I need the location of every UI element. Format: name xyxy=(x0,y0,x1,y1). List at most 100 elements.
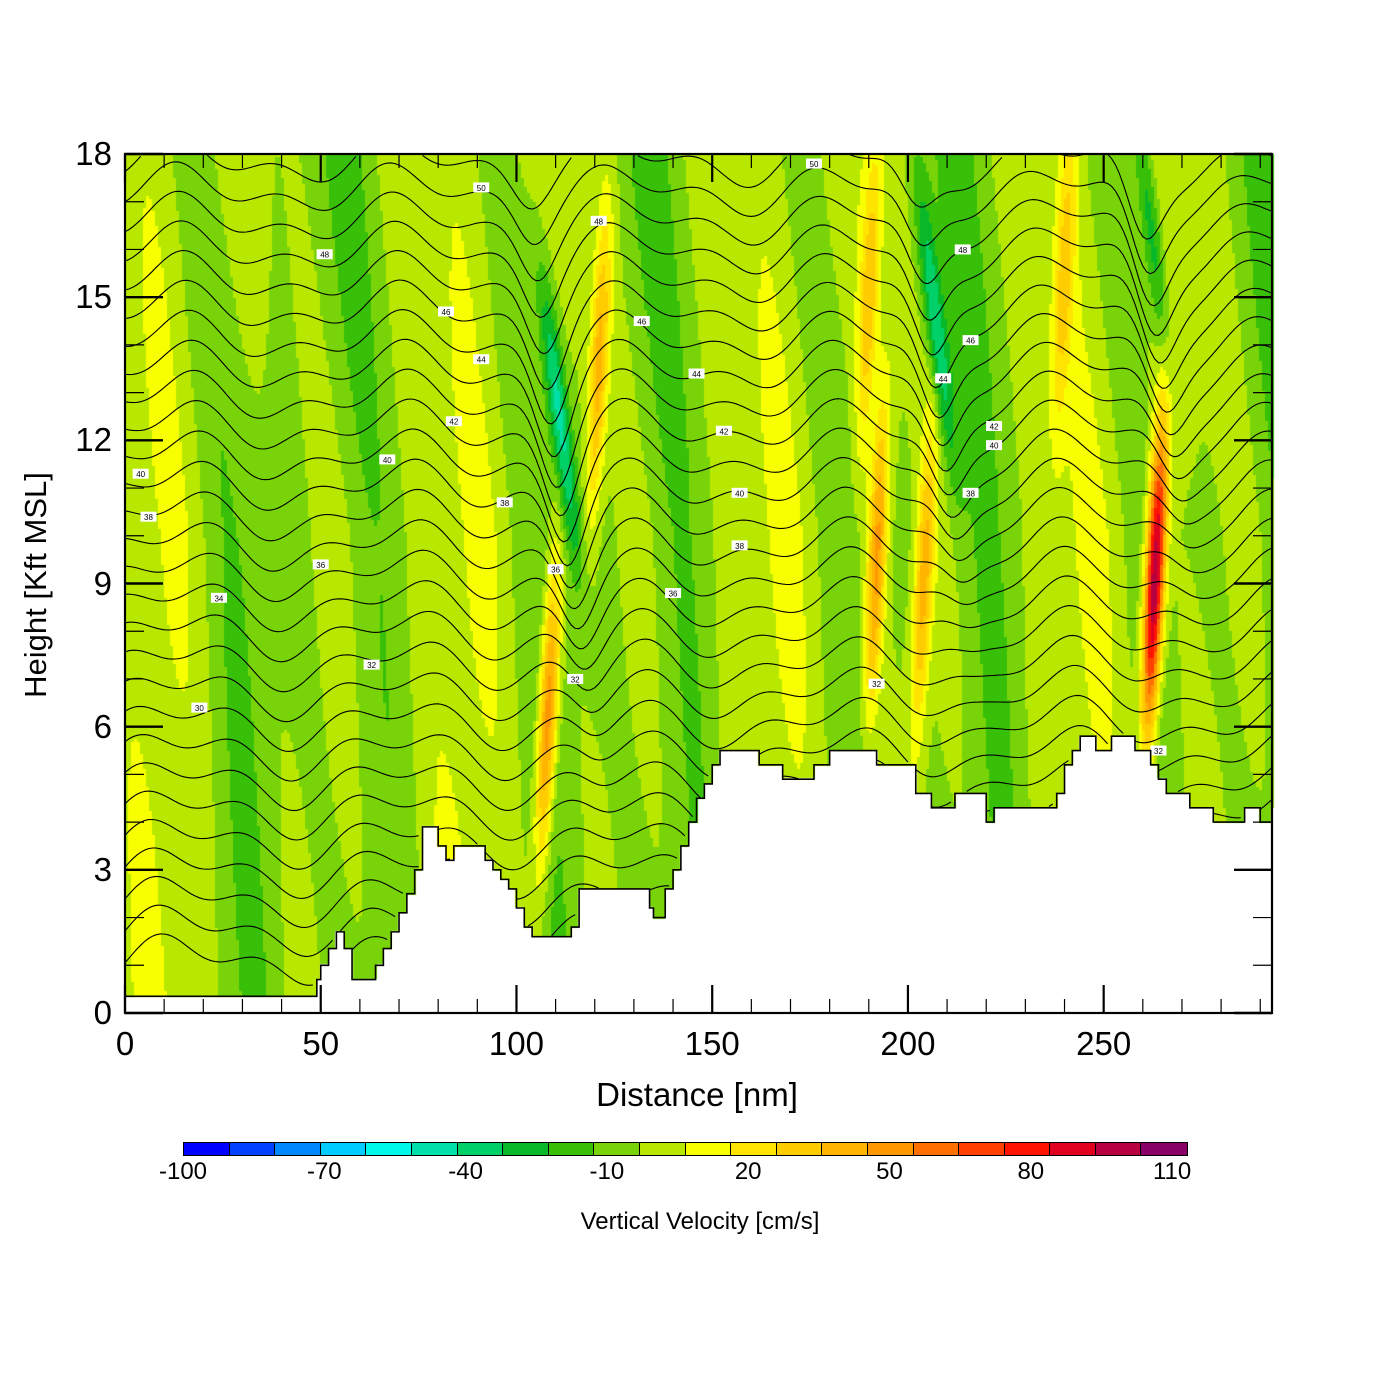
svg-text:44: 44 xyxy=(477,356,486,365)
colorbar-title: Vertical Velocity [cm/s] xyxy=(580,1208,820,1235)
contour-label: 30 xyxy=(191,702,208,713)
y-tick-label: 18 xyxy=(75,135,112,172)
svg-text:46: 46 xyxy=(637,318,646,327)
colorbar-bin xyxy=(685,1143,732,1155)
svg-text:32: 32 xyxy=(1154,747,1163,756)
contour-line-31 xyxy=(124,904,576,957)
colorbar-bin xyxy=(776,1143,823,1155)
svg-text:48: 48 xyxy=(958,246,967,255)
contour-line-56 xyxy=(124,161,1273,275)
y-tick-label: 12 xyxy=(75,421,112,459)
svg-text:36: 36 xyxy=(316,561,325,570)
y-tick-label: 6 xyxy=(93,707,112,745)
contour-label: 42 xyxy=(445,416,462,427)
contour-line-36 xyxy=(124,759,1273,812)
colorbar-bin xyxy=(731,1143,777,1155)
contour-label: 40 xyxy=(731,487,748,498)
contour-label: 48 xyxy=(954,244,971,255)
contour-label: 48 xyxy=(316,249,333,260)
colorbar-bin xyxy=(959,1143,1005,1155)
x-tick-label: 0 xyxy=(115,1025,135,1062)
contour-line-53 xyxy=(124,249,1273,364)
contour-label: 50 xyxy=(473,182,490,193)
x-tick-label: 250 xyxy=(1076,1025,1132,1062)
svg-text:32: 32 xyxy=(367,661,376,670)
contour-line-38 xyxy=(124,694,1273,752)
svg-text:48: 48 xyxy=(320,251,329,260)
contour-label: 36 xyxy=(312,559,329,570)
colorbar-tick-label: -100 xyxy=(158,1158,208,1185)
x-axis-label: Distance [nm] xyxy=(596,1076,798,1113)
svg-text:46: 46 xyxy=(966,337,975,346)
contour-label: 38 xyxy=(140,511,157,522)
contour-label: 48 xyxy=(590,215,607,226)
plot-frame xyxy=(123,152,1274,1015)
svg-text:38: 38 xyxy=(500,499,509,508)
colorbar-bin xyxy=(594,1143,640,1155)
contour-line-46 xyxy=(124,457,1273,567)
svg-text:42: 42 xyxy=(449,418,458,427)
contour-line-47 xyxy=(124,427,1273,543)
contour-label: 32 xyxy=(868,678,885,689)
colorbar-bin xyxy=(1050,1143,1096,1155)
colorbar-bin xyxy=(913,1143,960,1155)
y-tick-label: 0 xyxy=(93,994,112,1031)
contour-label: 38 xyxy=(962,487,979,498)
contour-line-41 xyxy=(124,605,1273,670)
svg-text:40: 40 xyxy=(735,489,744,498)
y-tick-label: 9 xyxy=(93,564,112,602)
contour-label: 36 xyxy=(665,588,682,599)
colorbar xyxy=(183,1142,1189,1156)
contour-label: 46 xyxy=(438,306,455,317)
contour-line-50 xyxy=(124,338,1273,458)
contour-line-48 xyxy=(124,397,1273,517)
contour-label: 50 xyxy=(805,158,822,169)
svg-text:38: 38 xyxy=(144,513,153,522)
x-tick-label: 200 xyxy=(880,1025,936,1062)
svg-text:34: 34 xyxy=(214,594,223,603)
svg-text:42: 42 xyxy=(719,427,728,436)
svg-text:50: 50 xyxy=(477,184,486,193)
contour-label: 40 xyxy=(986,440,1003,451)
contour-line-45 xyxy=(124,486,1273,589)
contour-line-39 xyxy=(124,664,1273,723)
svg-text:46: 46 xyxy=(442,308,451,317)
contour-line-52 xyxy=(124,279,1273,391)
colorbar-bin xyxy=(366,1143,412,1155)
colorbar-tick-label: 50 xyxy=(876,1158,903,1185)
colorbar-tick-label: 80 xyxy=(1017,1158,1045,1185)
colorbar-bin xyxy=(822,1143,868,1155)
contour-label: 32 xyxy=(363,659,380,670)
contour-label: 40 xyxy=(379,454,396,465)
y-tick-label: 15 xyxy=(75,278,112,316)
svg-text:32: 32 xyxy=(571,675,580,684)
contour-line-49 xyxy=(124,368,1273,488)
colorbar-bin xyxy=(1141,1143,1188,1155)
colorbar-bin xyxy=(457,1143,504,1155)
contour-label: 44 xyxy=(688,368,705,379)
contour-label: 44 xyxy=(935,373,952,384)
svg-text:38: 38 xyxy=(966,489,975,498)
contour-line-40 xyxy=(124,634,1273,693)
colorbar-tick-label: -70 xyxy=(306,1158,342,1185)
contour-line-57 xyxy=(124,153,1273,240)
colorbar-tick-label: 20 xyxy=(734,1158,762,1185)
svg-text:36: 36 xyxy=(551,566,560,575)
colorbar-bin xyxy=(184,1143,230,1155)
colorbar-bin xyxy=(867,1143,914,1155)
colorbar-bin xyxy=(320,1143,367,1155)
colorbar-bin xyxy=(1095,1143,1142,1155)
y-tick-label: 3 xyxy=(93,850,112,888)
contour-line-32 xyxy=(124,875,670,929)
colorbar-bin xyxy=(639,1143,686,1155)
contour-line-33 xyxy=(124,847,678,900)
colorbar-bin xyxy=(548,1143,595,1155)
contour-line-30 xyxy=(124,933,388,986)
contour-label: 34 xyxy=(210,592,227,603)
contour-label: 32 xyxy=(1150,745,1167,756)
colorbar-bin xyxy=(275,1143,321,1155)
contour-label: 42 xyxy=(715,425,732,436)
svg-text:36: 36 xyxy=(669,590,678,599)
